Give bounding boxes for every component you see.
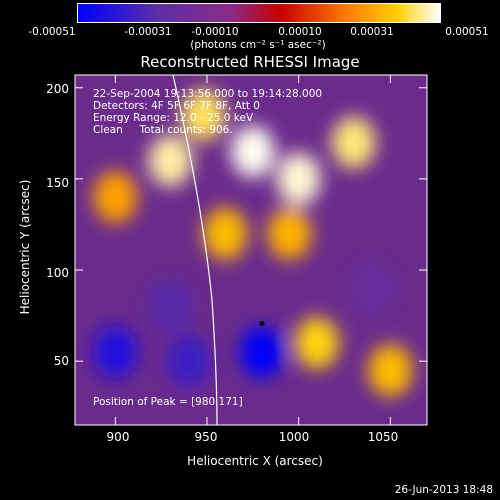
y-tick-label: 200 [46, 82, 69, 96]
annotation-time-range: 22-Sep-2004 19:13:56.000 to 19:14:28.000 [93, 88, 323, 100]
colorbar-tick-label: 0.00031 [350, 26, 394, 38]
colorbar-tick-label: -0.00010 [191, 26, 239, 38]
colorbar-gradient [78, 4, 440, 22]
heatmap-feature [93, 171, 138, 224]
heatmap-feature [148, 134, 193, 187]
heatmap-feature [368, 344, 413, 397]
heatmap-feature [166, 335, 211, 388]
x-tick-label: 900 [106, 430, 130, 444]
peak-marker [259, 321, 265, 327]
heatmap-feature [295, 316, 339, 369]
solar-limb-line [172, 75, 218, 425]
heatmap-feature [350, 262, 394, 315]
colorbar [77, 3, 441, 23]
y-axis-label: Heliocentric Y (arcsec) [18, 179, 32, 315]
heatmap-feature [267, 207, 312, 260]
heatmap-feature [230, 125, 275, 178]
heatmap-feature [93, 326, 138, 379]
x-axis-label: Heliocentric X (arcsec) [187, 454, 323, 468]
colorbar-unit-label: (photons cm⁻² s⁻¹ asec⁻²) [190, 39, 326, 51]
heatmap-feature [148, 280, 193, 333]
y-tick-label: 50 [53, 354, 69, 368]
annotation-detectors: Detectors: 4F 5F 6F 7F 8F, Att 0 [93, 100, 260, 112]
chart-title: Reconstructed RHESSI Image [140, 53, 360, 71]
colorbar-tick-label: -0.00031 [124, 26, 172, 38]
colorbar-tick-label: 0.00010 [278, 26, 322, 38]
y-tick-label: 150 [46, 176, 69, 190]
annotation-energy-range: Energy Range: 12.0 - 25.0 keV [93, 112, 254, 124]
x-tick-label: 1050 [367, 430, 399, 444]
timestamp: 26-Jun-2013 18:48 [394, 484, 493, 496]
annotation-peak-position: Position of Peak = [980,171] [93, 396, 243, 408]
colorbar-tick-label: 0.00051 [445, 26, 489, 38]
heatmap-feature [181, 89, 226, 142]
annotation-clean: Clean Total counts: 906. [93, 124, 233, 136]
plot-frame [74, 74, 428, 426]
x-tick-label: 1000 [278, 430, 310, 444]
heatmap-feature [203, 207, 248, 260]
heatmap-feature [331, 116, 376, 169]
heatmap-feature [240, 326, 284, 379]
x-tick-label: 950 [194, 430, 218, 444]
y-tick-label: 100 [46, 266, 69, 280]
colorbar-tick-label: -0.00051 [28, 26, 76, 38]
heatmap-feature [276, 152, 321, 205]
